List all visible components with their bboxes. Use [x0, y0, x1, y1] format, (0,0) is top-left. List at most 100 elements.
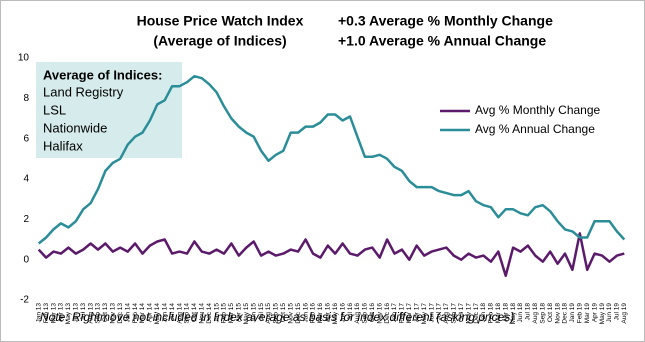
box-item: Land Registry	[43, 84, 124, 99]
box-item: Nationwide	[43, 120, 107, 135]
x-tick-label: Apr 14	[147, 303, 154, 323]
chart-subtitle: (Average of Indices)	[153, 33, 286, 49]
y-tick-label: 0	[23, 254, 29, 265]
x-tick-label: Feb 18	[488, 303, 495, 324]
x-tick-label: May 13	[65, 303, 72, 325]
x-tick-label: Feb 17	[399, 303, 406, 324]
x-tick-label: Jun 19	[606, 303, 613, 323]
x-tick-label: Oct 17	[458, 303, 465, 323]
x-tick-label: Oct 15	[280, 303, 287, 323]
x-tick-label: Sep 17	[451, 303, 458, 324]
x-tick-label: Apr 17	[413, 303, 420, 323]
x-tick-label: Mar 17	[406, 303, 413, 324]
x-tick-label: Mar 18	[495, 303, 502, 324]
x-tick-label: Dec 14	[206, 303, 213, 324]
x-tick-label: Feb 16	[310, 303, 317, 324]
x-tick-label: Nov 18	[554, 303, 561, 324]
x-tick-label: Aug 15	[265, 303, 272, 324]
x-tick-label: May 16	[332, 303, 339, 325]
x-tick-label: Aug 16	[354, 303, 361, 324]
x-tick-label: May 19	[599, 303, 606, 325]
series-line	[37, 74, 626, 245]
x-tick-label: Nov 14	[199, 303, 206, 324]
x-tick-label: Dec 17	[473, 303, 480, 324]
annotation: +0.3 Average % Monthly Change	[338, 13, 553, 29]
x-tick-label: May 17	[421, 303, 428, 325]
x-tick-label: Jun 13	[72, 303, 79, 323]
x-tick-label: Jul 15	[258, 303, 265, 321]
x-tick-label: Sep 16	[362, 303, 369, 324]
x-tick-label: Jan 18	[480, 303, 487, 323]
x-tick-label: Mar 14	[139, 303, 146, 324]
x-tick-label: Feb 19	[577, 303, 584, 324]
x-tick-label: Jan 13	[35, 303, 42, 323]
x-tick-label: Feb 14	[132, 303, 139, 324]
x-tick-label: May 14	[154, 303, 161, 325]
y-tick-label: 6	[23, 133, 29, 144]
x-tick-label: Jul 16	[347, 303, 354, 321]
x-tick-label: Jul 14	[169, 303, 176, 321]
x-tick-label: May 15	[243, 303, 250, 325]
series-line	[37, 232, 625, 278]
y-tick-label: 4	[23, 174, 29, 185]
x-tick-label: Oct 13	[102, 303, 109, 323]
x-tick-label: Jan 15	[213, 303, 220, 323]
x-tick-label: Jun 17	[428, 303, 435, 323]
chart-title: House Price Watch Index	[137, 13, 304, 29]
x-tick-label: Nov 17	[465, 303, 472, 324]
x-tick-label: Aug 17	[443, 303, 450, 324]
x-tick-label: Apr 19	[591, 303, 598, 323]
x-tick-label: Aug 14	[176, 303, 183, 324]
x-tick-label: Oct 14	[191, 303, 198, 323]
y-tick-label: 2	[23, 214, 29, 225]
x-tick-label: Jul 18	[525, 303, 532, 321]
box-item: Halifax	[43, 138, 83, 153]
x-tick-label: Jun 14	[161, 303, 168, 323]
x-tick-label: Aug 18	[532, 303, 539, 324]
x-tick-label: Apr 13	[58, 303, 65, 323]
x-tick-label: Dec 15	[295, 303, 302, 324]
x-tick-label: Jan 19	[569, 303, 576, 323]
x-tick-label: Aug 13	[87, 303, 94, 324]
y-tick-label: 8	[23, 93, 29, 104]
x-tick-label: Nov 13	[110, 303, 117, 324]
x-tick-label: Apr 16	[325, 303, 332, 323]
x-tick-label: Apr 18	[502, 303, 509, 323]
x-tick-label: Jun 15	[250, 303, 257, 323]
x-tick-label: Feb 15	[221, 303, 228, 324]
x-tick-label: May 18	[510, 303, 517, 325]
x-tick-label: Mar 19	[584, 303, 591, 324]
x-tick-label: Sep 14	[184, 303, 191, 324]
legend-label: Avg % Monthly Change	[475, 103, 601, 117]
y-tick-label: -2	[20, 295, 29, 306]
legend-label: Avg % Annual Change	[475, 122, 595, 136]
x-tick-label: Nov 15	[287, 303, 294, 324]
x-tick-label: Jan 17	[391, 303, 398, 323]
x-tick-label: Jul 19	[614, 303, 621, 321]
x-tick-label: Jun 18	[517, 303, 524, 323]
x-tick-label: Aug 19	[621, 303, 628, 324]
x-tick-label: Sep 18	[539, 303, 546, 324]
x-tick-label: Feb 13	[43, 303, 50, 324]
x-tick-label: Mar 13	[50, 303, 57, 324]
x-tick-label: Sep 15	[273, 303, 280, 324]
box-item: LSL	[43, 102, 66, 117]
x-tick-label: Mar 15	[228, 303, 235, 324]
x-tick-label: Jul 13	[80, 303, 87, 321]
x-tick-label: Jan 16	[302, 303, 309, 323]
x-tick-label: Oct 16	[369, 303, 376, 323]
info-box	[36, 62, 182, 158]
x-tick-label: Jul 17	[436, 303, 443, 321]
box-heading: Average of Indices:	[43, 67, 162, 82]
y-tick-label: 10	[18, 53, 30, 64]
x-tick-label: Sep 13	[95, 303, 102, 324]
x-tick-label: Oct 18	[547, 303, 554, 323]
x-tick-label: Apr 15	[236, 303, 243, 323]
x-tick-label: Dec 18	[562, 303, 569, 324]
annotation: +1.0 Average % Annual Change	[338, 33, 546, 49]
x-tick-label: Jun 16	[339, 303, 346, 323]
x-tick-label: Dec 13	[117, 303, 124, 324]
x-tick-label: Jan 14	[124, 303, 131, 323]
